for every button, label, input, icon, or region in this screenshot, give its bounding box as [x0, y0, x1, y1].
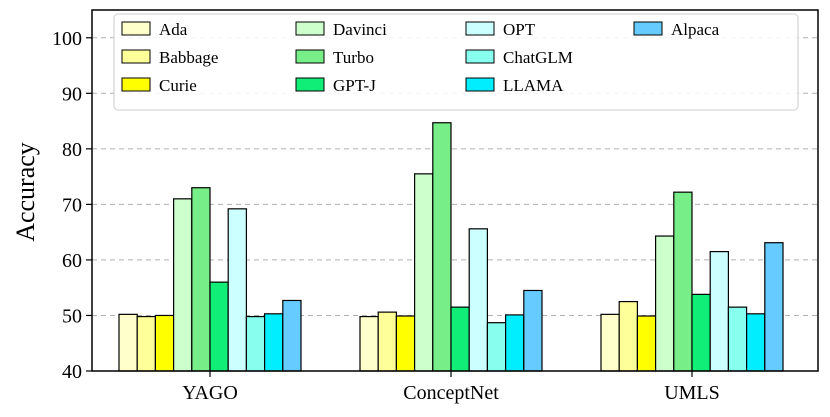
legend-swatch-gpt-j	[295, 77, 325, 92]
legend-label-turbo: Turbo	[333, 48, 374, 67]
legend-swatch-alpaca	[633, 21, 663, 36]
bar-yago-ada	[118, 313, 138, 372]
legend-swatch-turbo	[295, 49, 325, 64]
bar-conceptnet-llama	[505, 314, 525, 372]
y-tick-label: 60	[62, 250, 82, 272]
bar-conceptnet-babbage	[377, 311, 398, 372]
x-tick-label: ConceptNet	[403, 382, 499, 404]
bars	[118, 122, 784, 372]
legend-label-chatglm: ChatGLM	[503, 48, 573, 67]
legend-label-alpaca: Alpaca	[671, 20, 720, 39]
x-tick-label: UMLS	[664, 382, 720, 404]
bar-umls-curie	[636, 315, 657, 372]
legend-swatch-llama	[465, 77, 495, 92]
bar-conceptnet-alpaca	[523, 289, 543, 372]
bar-umls-chatglm	[727, 306, 748, 372]
bar-umls-opt	[709, 250, 730, 372]
bar-conceptnet-opt	[468, 228, 489, 372]
legend-label-opt: OPT	[503, 20, 536, 39]
legend-label-babbage: Babbage	[159, 48, 218, 67]
axis-ticks: 40 50 60 70 80 90 100 YAGO ConceptNet UMLS	[52, 28, 720, 404]
y-tick-label: 90	[62, 83, 82, 105]
legend-label-davinci: Davinci	[333, 20, 387, 39]
legend-box	[113, 13, 799, 111]
legend-swatch-curie	[121, 77, 151, 92]
bar-conceptnet-turbo	[432, 122, 452, 372]
bar-umls-babbage	[618, 300, 639, 372]
legend-label-ada: Ada	[159, 20, 188, 39]
legend-swatch-chatglm	[465, 49, 495, 64]
bar-umls-turbo	[673, 191, 693, 372]
bar-umls-llama	[745, 313, 766, 372]
legend-label-llama: LLAMA	[503, 76, 564, 95]
bar-umls-davinci	[654, 235, 675, 372]
bar-yago-chatglm	[245, 315, 266, 372]
bar-umls-alpaca	[764, 242, 784, 372]
bar-conceptnet-gpt-j	[450, 306, 470, 372]
bar-yago-babbage	[136, 315, 156, 372]
x-tick-label: YAGO	[182, 382, 238, 404]
y-tick-label: 70	[62, 194, 82, 216]
bar-conceptnet-curie	[395, 315, 416, 372]
bar-yago-curie	[154, 314, 175, 372]
bar-umls-gpt-j	[691, 293, 711, 372]
bar-yago-opt	[227, 208, 247, 372]
y-axis-title: Accuracy	[11, 142, 40, 242]
bar-yago-llama	[264, 313, 284, 372]
bar-yago-gpt-j	[209, 281, 229, 372]
legend-swatch-babbage	[121, 49, 151, 64]
legend-label-gpt-j: GPT-J	[333, 76, 376, 95]
bar-conceptnet-davinci	[414, 173, 434, 372]
y-tick-label: 80	[62, 139, 82, 161]
legend-label-curie: Curie	[159, 76, 197, 95]
legend-swatch-ada	[121, 21, 151, 36]
y-tick-label: 100	[52, 28, 82, 50]
y-tick-label: 50	[62, 305, 82, 327]
bar-conceptnet-chatglm	[486, 322, 507, 372]
legend-swatch-opt	[465, 21, 495, 36]
y-tick-label: 40	[62, 361, 82, 383]
bar-umls-ada	[600, 313, 620, 372]
bar-yago-turbo	[191, 187, 211, 372]
bar-yago-alpaca	[282, 299, 302, 372]
bar-conceptnet-ada	[359, 315, 379, 372]
legend-swatch-davinci	[295, 21, 325, 36]
bar-yago-davinci	[173, 198, 193, 372]
plot-frame	[91, 9, 819, 372]
legend: Ada Babbage Curie Davinci Turbo GPT-J OPT ChatG…	[113, 13, 799, 111]
